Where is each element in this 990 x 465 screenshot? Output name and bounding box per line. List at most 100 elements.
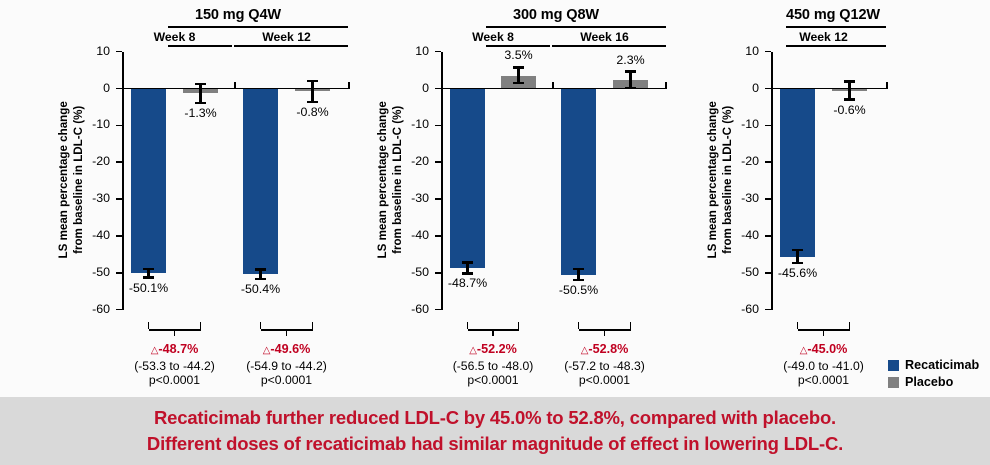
recaticimab-bar xyxy=(243,88,278,275)
y-axis-tick xyxy=(765,161,771,164)
delta-pvalue: p<0.0001 xyxy=(260,373,313,388)
panel-title-rule xyxy=(786,26,886,28)
y-axis-tick xyxy=(435,87,441,90)
legend-item-recaticimab: Recaticimab xyxy=(888,358,979,372)
error-bar-cap xyxy=(195,82,206,85)
delta-triangle-icon: △ xyxy=(469,345,477,356)
y-axis-tick xyxy=(765,50,771,53)
delta-annotation: △-45.0% (-49.0 to -41.0) p<0.0001 xyxy=(739,340,909,388)
week-label-rule xyxy=(552,45,666,47)
y-axis-tick-label: -60 xyxy=(92,301,110,316)
delta-bracket-tick xyxy=(492,329,494,336)
y-axis-tick xyxy=(435,124,441,127)
bar-value-label: 2.3% xyxy=(616,52,645,67)
y-axis-tick-label: 0 xyxy=(422,80,429,95)
delta-bracket-tick xyxy=(199,322,202,329)
delta-value-text: -48.7% xyxy=(158,342,199,356)
y-axis-tick-label: 10 xyxy=(745,43,759,58)
panel-title: 450 mg Q12W xyxy=(786,7,880,23)
panel-title-rule xyxy=(486,26,666,28)
y-axis-title: LS mean percentage change from baseline i… xyxy=(706,79,736,279)
y-axis-tick-label: -40 xyxy=(741,227,759,242)
legend-label-placebo: Placebo xyxy=(905,375,954,389)
delta-bracket-tick xyxy=(603,329,606,336)
week-label: Week 12 xyxy=(262,30,311,44)
y-axis-tick-label: 0 xyxy=(752,80,759,95)
y-axis-tick xyxy=(765,124,771,127)
delta-annotation: △-49.6% (-54.9 to -44.2) p<0.0001 xyxy=(202,340,372,388)
delta-value-text: -45.0% xyxy=(807,342,848,356)
week-label: Week 16 xyxy=(580,30,629,44)
panel-title-rule xyxy=(168,26,348,28)
y-axis-title-line-1: LS mean percentage change xyxy=(57,100,71,259)
error-bar xyxy=(629,71,632,88)
error-bar-cap xyxy=(844,80,855,83)
y-axis-tick-label: -60 xyxy=(411,301,429,316)
y-axis-tick xyxy=(765,198,771,200)
delta-annotation: △-52.8% (-57.2 to -48.3) p<0.0001 xyxy=(520,340,690,388)
footer-banner: Recaticimab further reduced LDL-C by 45.… xyxy=(0,397,990,465)
bar-value-label: -50.4% xyxy=(240,282,281,296)
y-axis-tick-label: -40 xyxy=(411,227,429,242)
delta-bracket-tick xyxy=(147,322,150,329)
error-bar xyxy=(311,81,314,102)
error-bar-cap xyxy=(143,267,154,270)
error-bar xyxy=(199,83,202,103)
delta-pvalue: p<0.0001 xyxy=(467,373,519,388)
y-axis-tick-label: -10 xyxy=(92,117,110,132)
bar-value-label: -0.6% xyxy=(833,102,866,117)
y-axis-tick-label: 0 xyxy=(103,80,110,95)
y-axis-tick-label: -40 xyxy=(92,227,110,242)
error-bar-cap xyxy=(307,80,318,83)
delta-bracket-tick xyxy=(577,322,580,329)
error-bar-cap xyxy=(462,272,473,275)
delta-value-text: -49.6% xyxy=(270,342,311,356)
error-bar-cap xyxy=(625,70,636,73)
y-axis-line xyxy=(441,51,443,310)
delta-value: △-52.8% xyxy=(520,340,690,359)
bar-value-label: -50.1% xyxy=(128,280,169,295)
panel-title: 150 mg Q4W xyxy=(194,7,282,23)
recaticimab-bar xyxy=(450,88,485,268)
y-axis-line xyxy=(122,51,124,310)
y-axis-title: LS mean percentage change from baseline i… xyxy=(376,79,406,279)
y-axis-tick-label: 10 xyxy=(415,43,429,58)
recaticimab-bar xyxy=(131,88,166,274)
delta-pvalue: p<0.0001 xyxy=(578,373,631,388)
delta-ci: (-53.3 to -44.2) xyxy=(134,358,215,373)
y-axis-tick xyxy=(116,308,122,311)
y-axis-tick xyxy=(435,271,441,274)
delta-ci: (-57.2 to -48.3) xyxy=(564,358,645,373)
y-axis-tick xyxy=(116,87,122,90)
delta-bracket-tick xyxy=(796,322,799,329)
y-axis-title-line-2: from baseline in LDL-C (%) xyxy=(721,105,734,254)
footer-line-2: Different doses of recaticimab had simil… xyxy=(146,433,844,454)
error-bar-cap xyxy=(573,267,584,271)
y-axis-tick xyxy=(435,198,441,200)
delta-ci: (-49.0 to -41.0) xyxy=(783,358,864,373)
error-bar-cap xyxy=(844,98,855,101)
delta-triangle-icon: △ xyxy=(262,345,271,356)
y-axis-tick xyxy=(116,124,122,127)
error-bar-cap xyxy=(513,66,524,69)
y-axis-tick-label: -10 xyxy=(411,117,429,132)
error-bar-cap xyxy=(307,100,318,103)
y-axis-tick xyxy=(435,161,441,164)
error-bar xyxy=(517,67,520,83)
delta-bracket-tick xyxy=(517,322,520,329)
zero-baseline xyxy=(771,87,886,90)
bar-value-label: -1.3% xyxy=(184,105,217,120)
y-axis-title-line-1: LS mean percentage change xyxy=(706,100,720,259)
delta-value-text: -52.2% xyxy=(476,342,517,356)
error-bar xyxy=(848,81,851,100)
delta-bracket-tick xyxy=(259,322,262,329)
error-bar xyxy=(259,269,262,279)
y-axis-tick xyxy=(765,87,771,90)
error-bar xyxy=(147,268,150,278)
error-bar-cap xyxy=(792,249,803,252)
error-bar xyxy=(466,262,469,274)
delta-ci: (-56.5 to -48.0) xyxy=(452,358,534,373)
error-bar-cap xyxy=(625,86,636,89)
x-axis-separator-tick xyxy=(665,81,667,89)
y-axis-tick-label: -60 xyxy=(741,301,759,316)
